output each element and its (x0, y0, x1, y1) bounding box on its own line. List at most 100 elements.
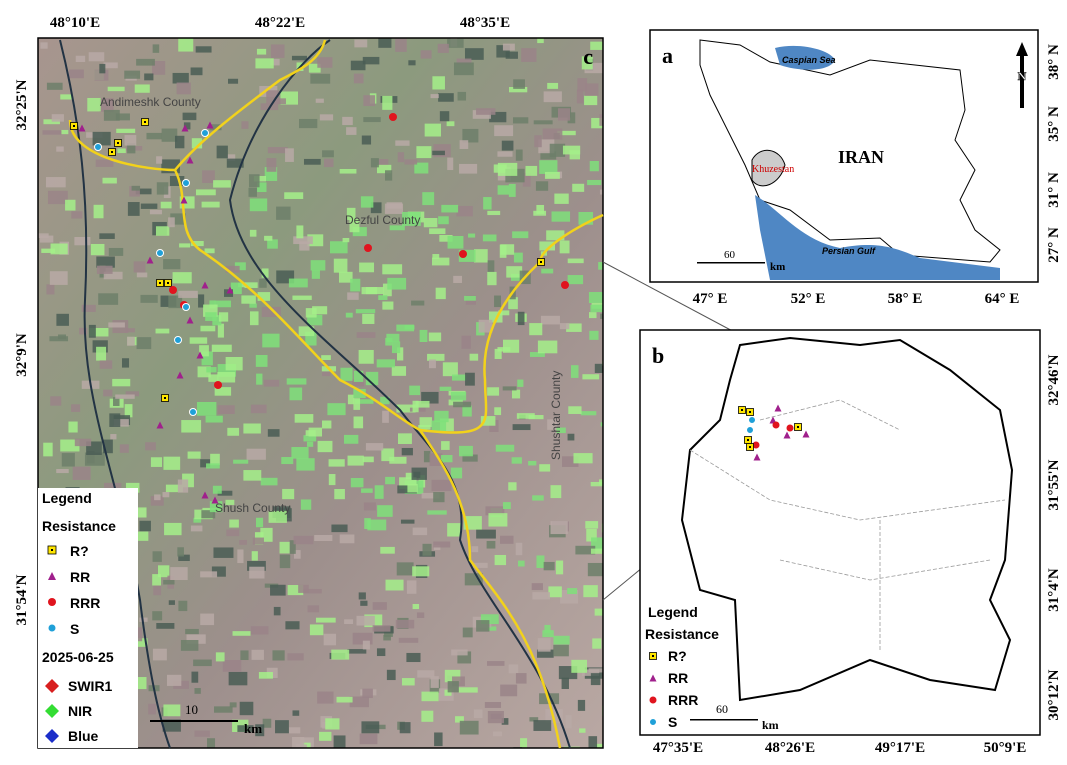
field (49, 271, 68, 285)
river (59, 39, 171, 749)
field (209, 300, 216, 309)
field (494, 554, 507, 566)
field (550, 521, 568, 535)
field (397, 152, 405, 163)
scale-unit: km (762, 718, 779, 732)
field (590, 548, 603, 554)
field (230, 282, 242, 295)
khuzestan (751, 150, 786, 187)
field (262, 718, 272, 728)
field (432, 254, 440, 259)
field (406, 652, 421, 663)
field (154, 494, 161, 501)
field (438, 216, 449, 225)
sample-s (649, 718, 657, 726)
field (198, 294, 205, 308)
field (248, 174, 260, 188)
field (178, 290, 198, 298)
field (516, 413, 535, 419)
field (457, 91, 467, 101)
field (68, 421, 78, 433)
scale-value: 10 (185, 702, 198, 717)
field (88, 324, 96, 338)
field (365, 443, 384, 451)
field (49, 336, 69, 342)
field (438, 93, 454, 102)
field (389, 225, 405, 231)
field (525, 165, 538, 176)
field (380, 396, 390, 405)
field (148, 703, 156, 715)
field (296, 744, 307, 748)
field (500, 684, 518, 697)
field (46, 82, 63, 90)
field (228, 671, 248, 686)
field (412, 400, 419, 413)
field (399, 722, 411, 734)
field (427, 510, 447, 515)
sample-rr (78, 124, 86, 132)
field (179, 243, 191, 248)
field (431, 420, 447, 433)
legend-label: SWIR1 (68, 678, 113, 694)
band-swatch (45, 679, 59, 693)
sample-rr (196, 351, 204, 359)
legend-label: R? (70, 543, 89, 559)
field (412, 603, 420, 610)
field (195, 46, 212, 53)
field (520, 738, 528, 748)
sample-rr (649, 674, 657, 682)
field (391, 341, 401, 354)
field (370, 158, 379, 168)
field (482, 234, 497, 242)
field (163, 259, 181, 270)
field (480, 614, 499, 625)
field (465, 372, 475, 386)
field (456, 205, 473, 217)
field (424, 123, 441, 137)
field (542, 630, 554, 638)
field (170, 213, 186, 225)
field (433, 544, 441, 551)
field (422, 192, 435, 206)
sample-rrr (561, 281, 569, 289)
field (212, 315, 222, 326)
field (65, 199, 76, 211)
field (476, 620, 490, 632)
field (487, 271, 497, 286)
field (286, 378, 307, 385)
sample-s (746, 426, 754, 434)
field (199, 345, 209, 357)
field (228, 78, 239, 84)
field (589, 330, 599, 340)
field (293, 236, 313, 245)
field (442, 362, 458, 377)
field (350, 278, 361, 292)
field (407, 483, 418, 493)
field (96, 256, 115, 268)
field (598, 262, 603, 270)
field (257, 292, 271, 301)
field (261, 306, 281, 318)
field (539, 464, 551, 472)
field (127, 202, 140, 216)
x-tick-label: 47° E (693, 291, 728, 307)
field (226, 158, 244, 168)
field (284, 192, 304, 199)
field (209, 124, 222, 131)
field (259, 278, 267, 288)
field (430, 94, 439, 99)
field (432, 150, 445, 156)
field (69, 69, 84, 79)
legend-label: S (70, 621, 79, 637)
county-border (174, 39, 327, 171)
field (517, 311, 525, 326)
field (267, 239, 278, 249)
field (397, 433, 412, 444)
field (292, 295, 312, 300)
field (497, 347, 511, 352)
y-tick-label: 30°12'N (1046, 669, 1062, 720)
field (533, 210, 547, 216)
county-label: Shushtar County (549, 371, 563, 460)
field (559, 323, 570, 330)
